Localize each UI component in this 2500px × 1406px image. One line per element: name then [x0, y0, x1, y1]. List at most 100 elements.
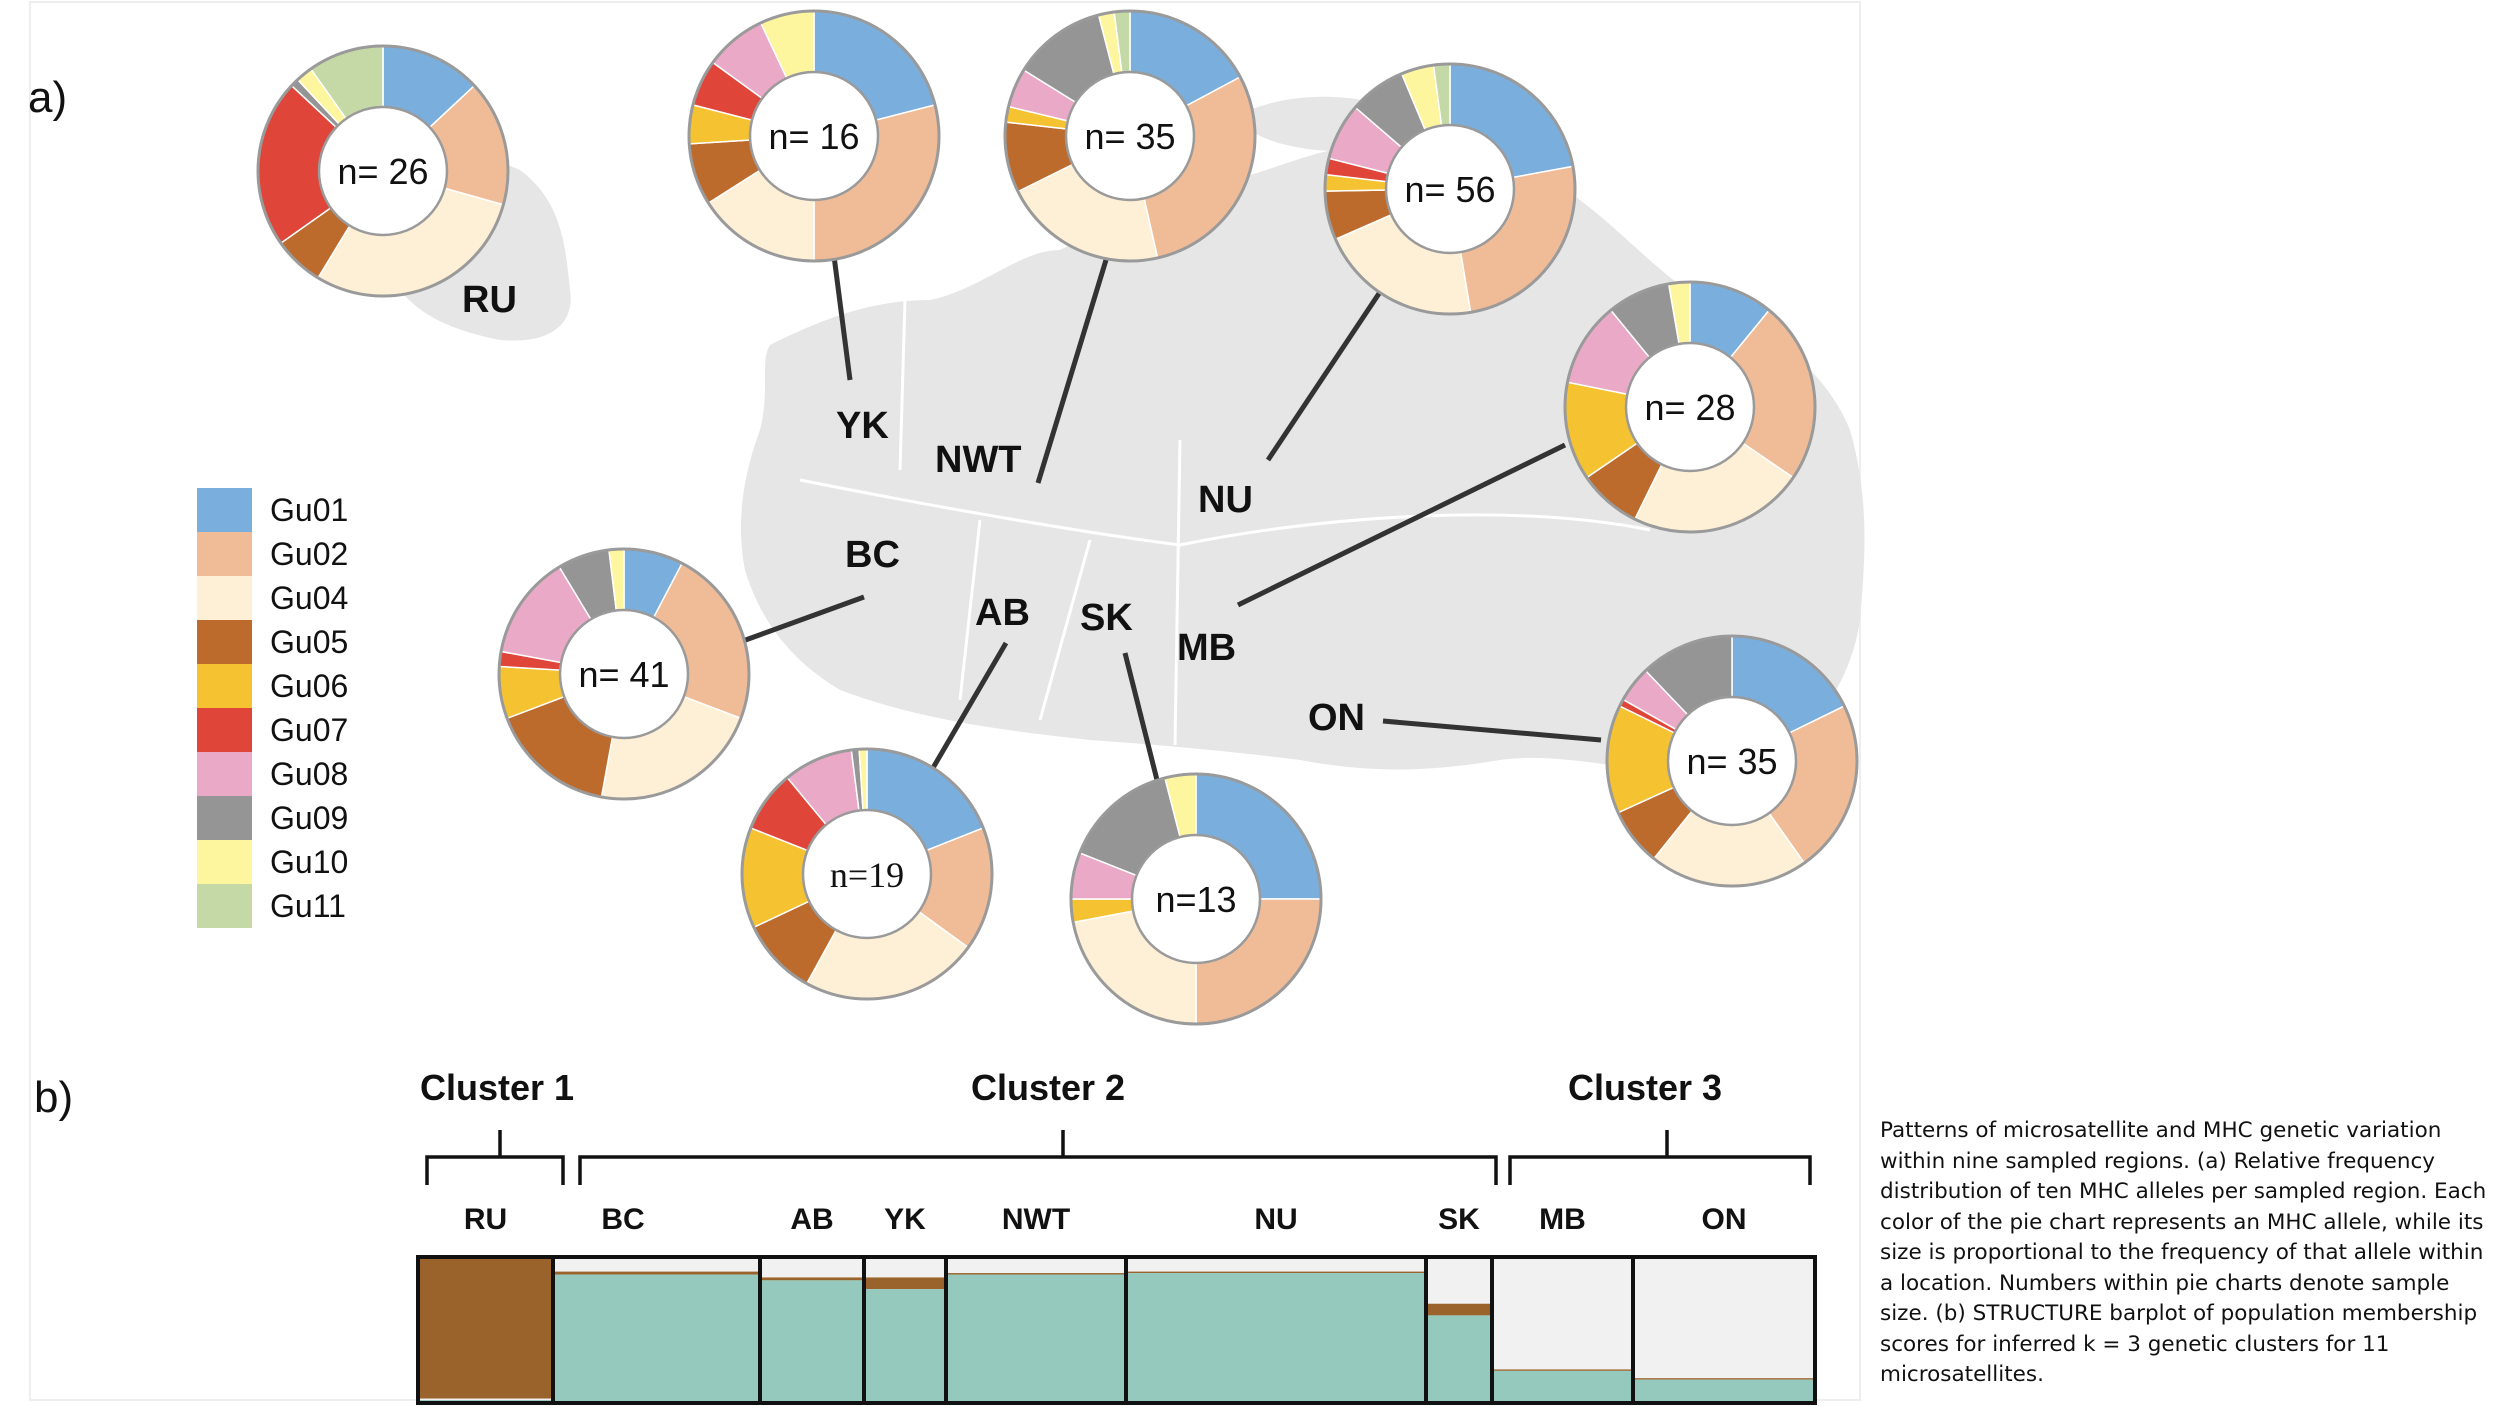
bracket-cluster-3 [1508, 1130, 1812, 1185]
region-label-ab: AB [975, 592, 1030, 634]
legend-swatch-gu01 [197, 488, 252, 532]
bar-segment-ru-cluster-3 [418, 1398, 553, 1401]
pie-yk: n= 16 [687, 9, 941, 263]
pie-outline [1069, 772, 1323, 1026]
bar-segment-ab-cluster-1 [760, 1277, 864, 1281]
pie-outline [1605, 634, 1859, 888]
pie-hole [1624, 341, 1756, 473]
cluster-2-label: Cluster 2 [971, 1067, 1125, 1108]
bar-segment-on-cluster-1 [1633, 1378, 1815, 1380]
legend-swatch-gu08 [197, 752, 252, 796]
pie-charts: n= 26 n= 16 n= 35 n= 56 n= 28 n= 41 n=19 n=13 n=… [256, 9, 1859, 1026]
bar-label-mb: MB [1539, 1203, 1586, 1236]
pie-hole [801, 808, 933, 940]
bar-group-on [1631, 1255, 1817, 1405]
pie-n-label-mb: n= 28 [1644, 387, 1735, 428]
cluster-1-label: Cluster 1 [420, 1067, 574, 1108]
map-canada [740, 144, 1865, 773]
barplot-group-labels: RU BC AB YK NWT NU SK MB ON [464, 1203, 1747, 1236]
bar-segment-sk-cluster-1 [1426, 1303, 1492, 1316]
pie-outline [687, 9, 941, 263]
figure-caption: Patterns of microsatellite and MHC genet… [1880, 1118, 2487, 1387]
pie-n-label-sk: n=13 [1155, 879, 1236, 920]
bar-label-nu: NU [1254, 1203, 1297, 1236]
pie-n-label-on: n= 35 [1686, 741, 1777, 782]
pie-hole [1666, 695, 1798, 827]
legend-swatch-gu06 [197, 664, 252, 708]
legend-swatch-gu11 [197, 884, 252, 928]
legend-label-gu01: Gu01 [270, 492, 348, 528]
bar-segment-yk-cluster-1 [864, 1277, 946, 1290]
legend-swatch-gu05 [197, 620, 252, 664]
bar-segment-yk-cluster-3 [864, 1257, 946, 1278]
bar-segment-nwt-cluster-3 [946, 1257, 1126, 1274]
map-borders [799, 299, 1651, 746]
bar-group-nwt [944, 1255, 1128, 1405]
pie-hole [317, 105, 449, 237]
connector-lines [739, 255, 1602, 781]
bar-segment-nwt-cluster-1 [946, 1273, 1126, 1275]
panel-label-b: b) [34, 1073, 73, 1122]
pie-hole [748, 70, 880, 202]
bar-group-yk [862, 1255, 948, 1405]
connector-on [1382, 718, 1602, 743]
pie-n-label-yk: n= 16 [768, 116, 859, 157]
legend-label-gu11: Gu11 [270, 888, 346, 924]
connector-nu [1265, 290, 1383, 462]
bar-segment-yk-cluster-2 [864, 1289, 946, 1403]
bar-label-on: ON [1702, 1203, 1747, 1236]
pie-n-label-ab: n=19 [830, 855, 904, 895]
legend-swatch-gu09 [197, 796, 252, 840]
bar-segment-bc-cluster-3 [553, 1257, 760, 1272]
bar-label-yk: YK [884, 1203, 926, 1236]
connector-bc [739, 594, 865, 645]
legend-label-gu09: Gu09 [270, 800, 348, 836]
bar-segment-sk-cluster-2 [1426, 1315, 1492, 1403]
bar-segment-mb-cluster-1 [1492, 1369, 1633, 1371]
pie-outline [1003, 9, 1257, 263]
region-label-yk: YK [836, 405, 889, 447]
legend: Gu01 Gu02 Gu04 Gu05 Gu06 Gu07 Gu08 Gu09 Gu10 Gu11 [197, 488, 348, 928]
legend-label-gu02: Gu02 [270, 536, 348, 572]
legend-label-gu10: Gu10 [270, 844, 348, 880]
pie-on: n= 35 [1605, 634, 1859, 888]
cluster-3-label: Cluster 3 [1568, 1067, 1722, 1108]
bar-segment-on-cluster-3 [1633, 1257, 1815, 1379]
pie-outline [256, 44, 510, 298]
pie-outline [1323, 62, 1577, 316]
bar-outline-on [1631, 1255, 1817, 1405]
bar-group-ab [758, 1255, 866, 1405]
bar-segment-ab-cluster-3 [760, 1257, 864, 1278]
pie-hole [1064, 70, 1196, 202]
pie-nu: n= 56 [1323, 62, 1577, 316]
pie-ru: n= 26 [256, 44, 510, 298]
panel-label-a: a) [28, 73, 67, 122]
bar-label-nwt: NWT [1002, 1203, 1070, 1236]
bar-segment-ab-cluster-2 [760, 1280, 864, 1403]
pie-outline [497, 547, 751, 801]
pie-sk: n=13 [1069, 772, 1323, 1026]
legend-swatch-gu07 [197, 708, 252, 752]
connector-yk [831, 255, 853, 381]
bar-label-ab: AB [790, 1203, 833, 1236]
pie-hole [1384, 123, 1516, 255]
cluster-headers: Cluster 1 Cluster 2 Cluster 3 [420, 1067, 1722, 1108]
bar-segment-ru-cluster-1 [418, 1257, 553, 1399]
legend-swatch-gu10 [197, 840, 252, 884]
pie-hole [1130, 833, 1262, 965]
legend-label-gu08: Gu08 [270, 756, 348, 792]
cluster-brackets [425, 1130, 1812, 1185]
connector-nwt [1035, 259, 1109, 484]
bar-group-sk [1424, 1255, 1494, 1405]
bar-segment-nu-cluster-2 [1126, 1273, 1426, 1403]
connector-sk [1122, 652, 1160, 781]
region-label-nu: NU [1198, 479, 1253, 521]
bar-segment-nu-cluster-3 [1126, 1257, 1426, 1272]
bar-segment-nu-cluster-1 [1126, 1271, 1426, 1274]
structure-barplot [416, 1255, 1817, 1405]
bar-label-sk: SK [1438, 1203, 1480, 1236]
bar-segment-nwt-cluster-2 [946, 1274, 1126, 1403]
bar-segment-bc-cluster-1 [553, 1271, 760, 1275]
region-label-on: ON [1308, 697, 1365, 739]
region-label-mb: MB [1177, 627, 1236, 669]
